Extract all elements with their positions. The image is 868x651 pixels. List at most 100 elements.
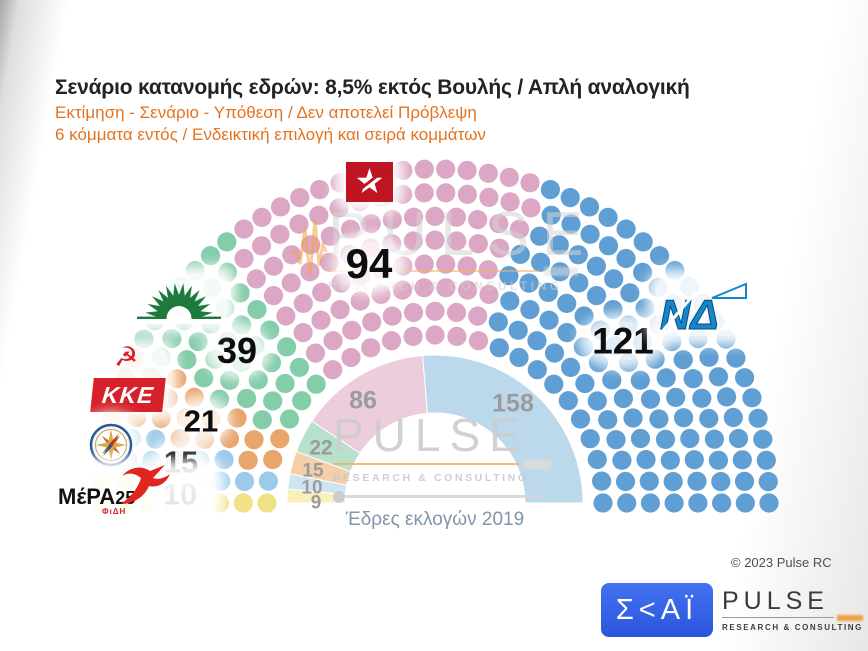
seat-dot-syriza (341, 347, 361, 368)
seat-dot-syriza (251, 236, 272, 256)
swallow-bird-icon (121, 465, 170, 504)
seat-dot-nd (549, 235, 569, 255)
elliniki-lysi-compass-logo (89, 423, 133, 467)
seat-dot-nd (530, 226, 550, 246)
mera25-logo-subtext: ΦιΔΗ (102, 507, 127, 516)
seat-dot-syriza (382, 306, 402, 326)
seat-dot-elliniki-lysi (142, 450, 162, 470)
seat-dot-syriza (468, 331, 489, 351)
seat-dot-nd (587, 391, 607, 411)
seat-dot-pasok (248, 370, 268, 390)
kke-logo-text: ΚΚΕ (100, 381, 156, 408)
pulse-watermark-top: PULSE RESEARCH & CONSULTING (288, 204, 583, 293)
seat-dot-syriza (468, 306, 488, 326)
seat-dot-nd (753, 429, 773, 449)
seat-dot-syriza (479, 284, 499, 304)
skai-logo-text: Σ<ΑΪ (615, 593, 699, 626)
seat-dot-syriza (311, 310, 331, 330)
seat-dot-syriza (478, 260, 498, 280)
seat-dot-nd (580, 429, 600, 449)
pulse-line (722, 617, 835, 618)
seat-dot-nd (617, 493, 637, 513)
mera25-logo-text: ΜέΡΑ25 (58, 484, 136, 509)
seat-dot-nd (680, 428, 700, 449)
seat-dot-pasok (252, 410, 272, 430)
seat-dot-syriza (457, 184, 477, 204)
seat-dot-nd (728, 428, 749, 449)
seat-dot-mera25 (233, 493, 253, 513)
seat-dot-pasok (134, 329, 154, 349)
seat-dot-kke (263, 449, 283, 470)
page-title: Σενάριο κατανομής εδρών: 8,5% εκτός Βουλ… (55, 76, 690, 99)
mera25-logo: ΜέΡΑ25 ΦιΔΗ (58, 465, 220, 518)
pulse-watermark-center: PULSE RESEARCH & CONSULTING (333, 409, 551, 503)
seat-dot-syriza (393, 160, 413, 181)
seat-dot-pasok (232, 315, 252, 335)
scenario-seats-label-nd: 121 (587, 321, 659, 361)
seat-dot-pasok (277, 337, 297, 357)
kke-band: ΚΚΕ (90, 378, 166, 412)
subtitle-line-1: Εκτίμηση - Σενάριο - Υπόθεση / Δεν αποτε… (55, 103, 477, 122)
seat-dot-nd (674, 408, 694, 428)
pasok-logo (133, 283, 225, 324)
seat-dot-syriza (234, 219, 254, 239)
seat-dot-pasok (247, 300, 267, 320)
seat-dot-syriza (329, 198, 349, 218)
seat-dot-syriza (276, 306, 296, 326)
seat-dot-nd (665, 261, 685, 281)
seat-dot-pasok (209, 389, 230, 409)
seat-dot-nd (616, 219, 636, 239)
seat-dot-syriza (342, 320, 362, 340)
seat-dot-elliniki-lysi (234, 471, 255, 492)
seat-dot-syriza (393, 184, 413, 204)
watermark-brand: PULSE (333, 409, 529, 461)
seat-dot-nd (742, 388, 762, 408)
seat-dot-nd (662, 332, 682, 352)
seat-dot-syriza (509, 219, 530, 239)
seat-dot-syriza (414, 159, 434, 179)
seat-dot-nd (612, 450, 632, 470)
seat-dot-nd (560, 188, 580, 208)
seat-dot-nd (708, 450, 729, 470)
seat-dot-syriza (425, 325, 445, 345)
seat-dot-syriza (414, 254, 434, 274)
seat-dot-nd (602, 370, 622, 390)
seat-dot-pasok (263, 391, 283, 411)
seat-dot-nd (500, 291, 520, 311)
seat-dot-nd (620, 283, 640, 303)
seat-dot-nd (758, 472, 778, 492)
seat-dot-pasok (177, 350, 197, 370)
seat-dot-nd (557, 323, 577, 343)
seat-dot-nd (570, 409, 591, 429)
seat-dot-nd (527, 360, 547, 380)
seat-dot-nd (734, 471, 755, 491)
seat-dot-kke (238, 450, 258, 470)
hammer-sickle-icon: ☭ (114, 342, 139, 373)
seat-dot-nd (660, 450, 680, 470)
seat-dot-syriza (305, 343, 326, 363)
watermark-line (333, 463, 519, 466)
seat-dot-nd (520, 300, 540, 320)
seat-dot-syriza (478, 163, 498, 183)
watermark-divider (333, 459, 551, 469)
nd-logo: ΝΔ (658, 282, 747, 336)
seat-dot-kke (219, 428, 240, 449)
seat-dot-nd (557, 293, 577, 313)
seat-dot-syriza (468, 210, 488, 230)
pulse-waveform-icon (290, 219, 328, 277)
seat-dot-nd (711, 472, 731, 492)
watermark-line (328, 270, 540, 273)
seats-2019-label-nd: 158 (492, 389, 534, 418)
seat-dot-mera25 (257, 493, 277, 513)
seat-dot-nd (688, 493, 708, 513)
seat-dot-nd (756, 450, 776, 470)
watermark-badge (523, 459, 551, 469)
seat-dot-pasok (306, 374, 326, 394)
seat-dot-pasok (279, 409, 300, 429)
seat-dot-nd (586, 286, 607, 306)
seat-dot-pasok (220, 370, 240, 390)
seat-dot-nd (656, 368, 676, 388)
seat-dot-pasok (217, 232, 237, 252)
seat-dot-nd (699, 408, 719, 429)
seat-dot-nd (527, 331, 547, 351)
